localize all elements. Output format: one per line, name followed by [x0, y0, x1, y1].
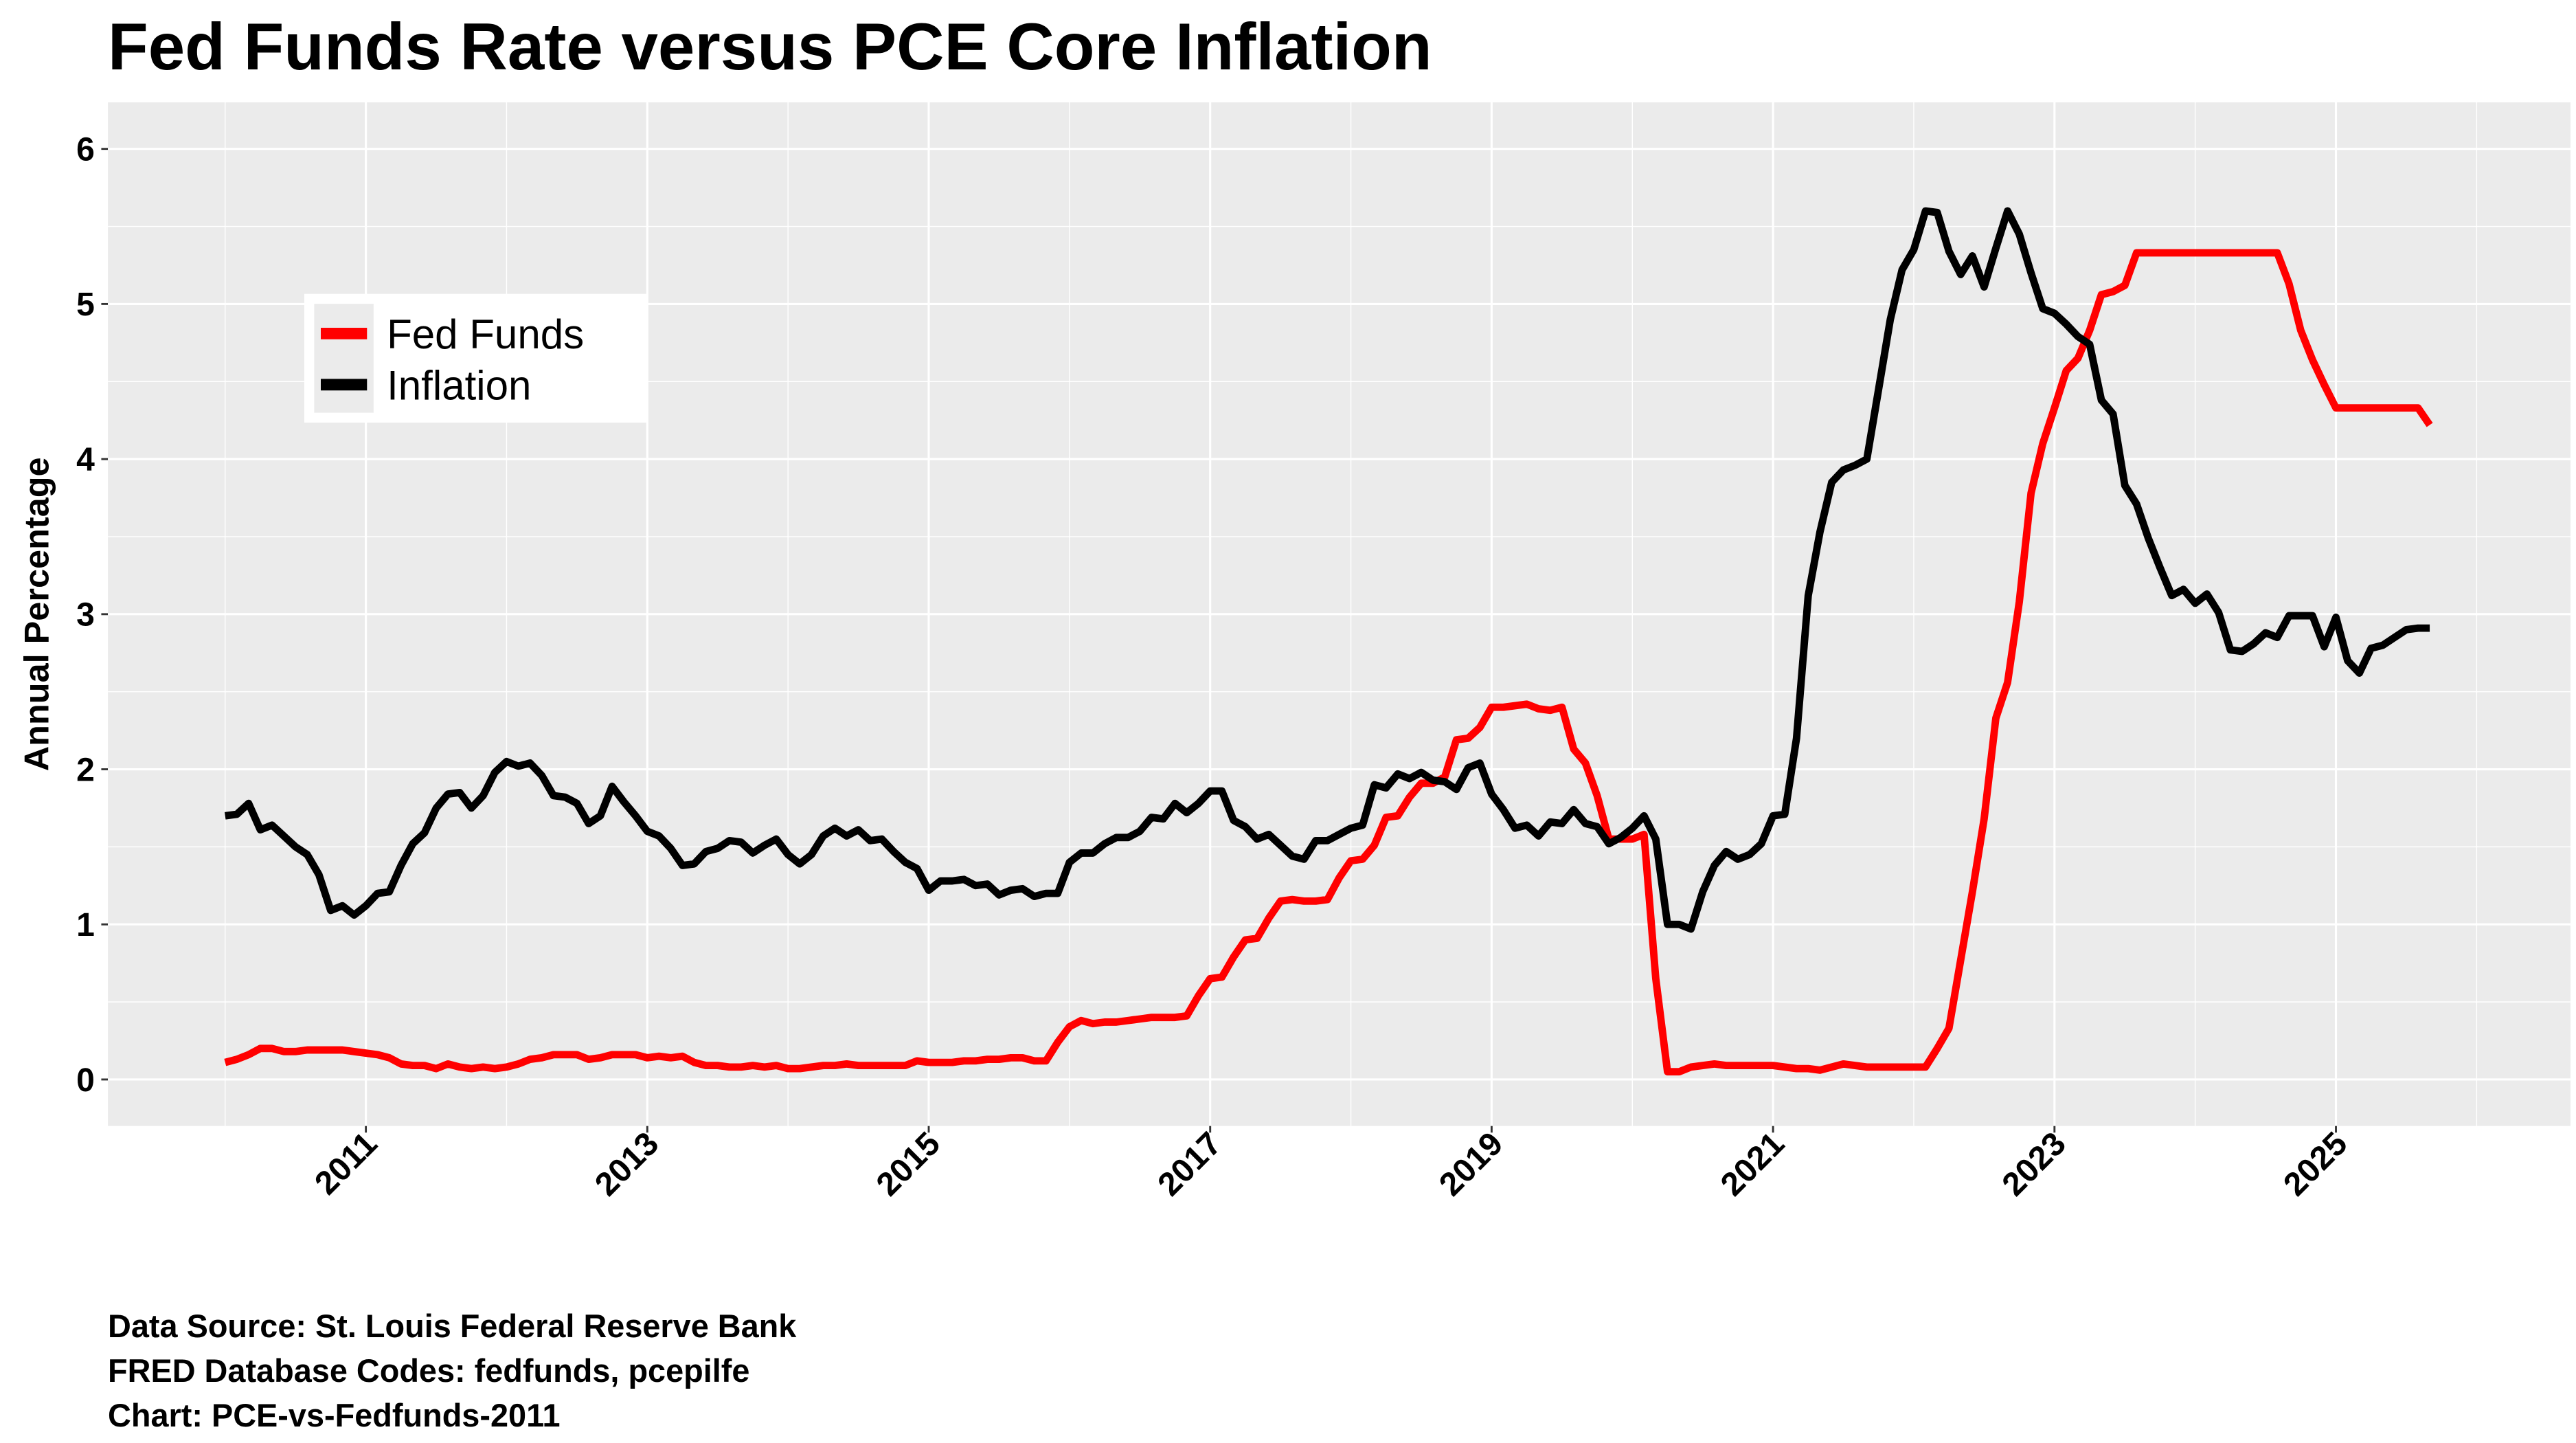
y-tick-label: 1 [76, 907, 95, 943]
caption-codes: FRED Database Codes: fedfunds, pcepilfe [108, 1353, 749, 1389]
legend-key-bg [314, 304, 374, 413]
y-tick-label: 4 [76, 442, 95, 478]
y-tick-label: 3 [76, 597, 95, 634]
legend-label-inflation: Inflation [387, 362, 531, 408]
x-tick-label: 2015 [870, 1126, 947, 1203]
legend-label-fed-funds: Fed Funds [387, 311, 584, 357]
series-line-inflation [225, 207, 2430, 933]
caption-source: Data Source: St. Louis Federal Reserve B… [108, 1308, 797, 1344]
gridlines [108, 102, 2571, 1126]
chart-title: Fed Funds Rate versus PCE Core Inflation [108, 10, 1432, 84]
y-tick-label: 6 [76, 132, 95, 168]
caption-chart-name: Chart: PCE-vs-Fedfunds-2011 [108, 1398, 561, 1433]
y-tick-label: 2 [76, 752, 95, 788]
legend: Fed Funds Inflation [304, 293, 648, 423]
series-lines [224, 207, 2433, 1076]
x-tick-label: 2017 [1151, 1126, 1229, 1203]
x-tick-label: 2019 [1432, 1126, 1510, 1203]
x-tick-label: 2023 [1996, 1126, 2073, 1203]
x-tick-label: 2013 [588, 1126, 666, 1203]
series-line-fed-funds [224, 249, 2433, 1076]
y-axis-label: Annual Percentage [17, 457, 56, 771]
x-tick-label: 2011 [308, 1126, 384, 1202]
y-tick-label: 5 [76, 287, 95, 323]
x-tick-label: 2025 [2276, 1126, 2354, 1203]
y-tick-label: 0 [76, 1062, 95, 1099]
x-tick-label: 2021 [1714, 1126, 1792, 1203]
